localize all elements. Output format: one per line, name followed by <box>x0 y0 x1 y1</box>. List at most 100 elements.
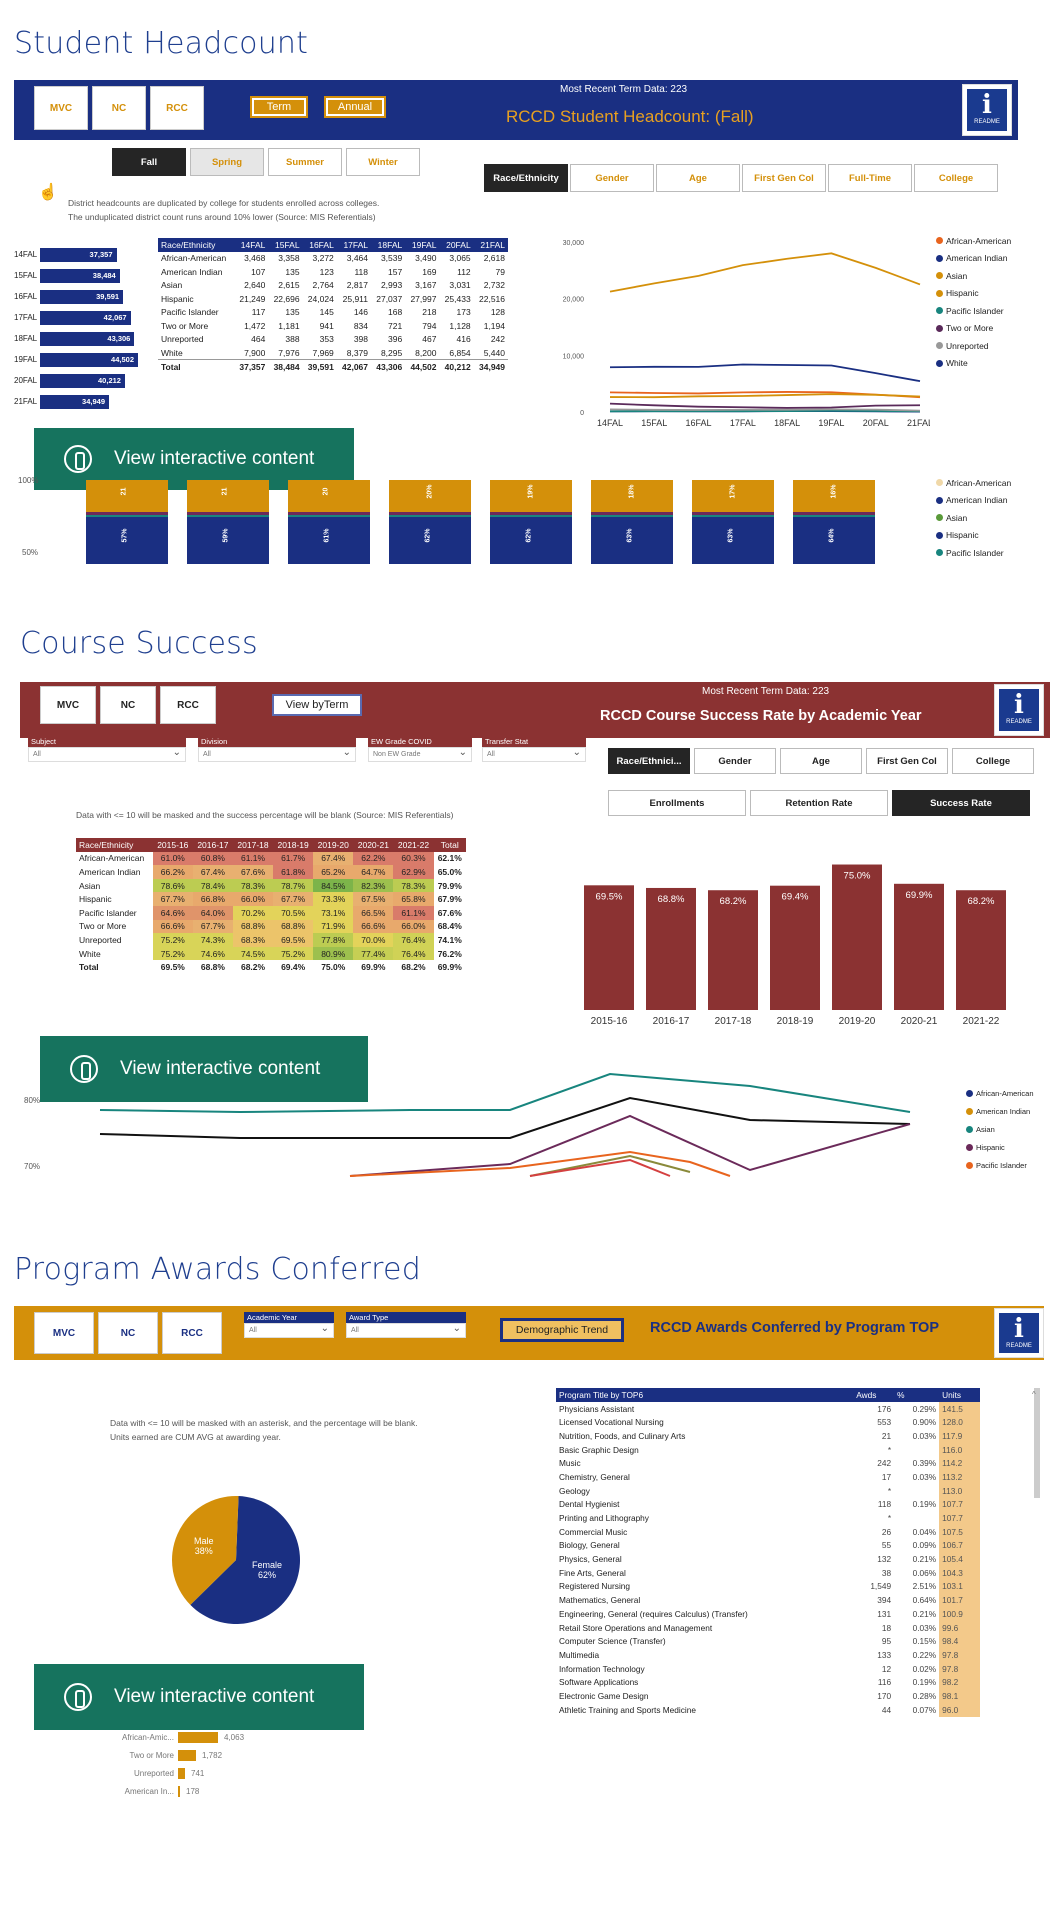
bar-2015-16 <box>584 885 634 1010</box>
campus-button-nc[interactable]: NC <box>92 86 146 130</box>
table-cell: 68.8% <box>273 919 314 934</box>
stack-label-top: 16% <box>830 484 838 499</box>
table-cell: Software Applications <box>559 1677 639 1688</box>
course-trend-line-chart <box>99 1072 911 1177</box>
table-cell: 107.7 <box>939 1511 980 1525</box>
stack-label-bottom: 61% <box>323 528 331 543</box>
table-cell: Unreported <box>79 934 122 945</box>
filter-academic-year[interactable]: Academic Year All <box>244 1312 334 1338</box>
campus-button-rcc-2[interactable]: RCC <box>160 686 216 724</box>
table-row: Nutrition, Foods, and Culinary Arts 21 0.0… <box>556 1429 980 1443</box>
term-button[interactable]: Term <box>250 96 308 118</box>
course-dim-tab-gender[interactable]: Gender <box>694 748 776 774</box>
campus-button-mvc[interactable]: MVC <box>34 86 88 130</box>
table-header: 2021-22 <box>393 838 434 852</box>
table-cell: 34,949 <box>479 361 505 372</box>
table-cell: 0.09% <box>912 1540 937 1551</box>
table-cell: 2,817 <box>346 280 369 291</box>
table-header[interactable]: % <box>894 1388 940 1402</box>
course-dim-tab-first-gen[interactable]: First Gen Col <box>866 748 948 774</box>
filter-transfer-stat[interactable]: Transfer Stat All <box>482 736 586 762</box>
metric-tab-enrollments[interactable]: Enrollments <box>608 790 746 816</box>
small-bar <box>178 1731 218 1743</box>
bar-2018-19 <box>770 885 820 1010</box>
campus-button-nc-2[interactable]: NC <box>100 686 156 724</box>
table-header[interactable]: Awds <box>853 1388 895 1402</box>
table-cell <box>894 1511 939 1525</box>
stack-label-bottom: 64% <box>828 528 836 543</box>
filter-subject[interactable]: Subject All <box>28 736 186 762</box>
course-dim-tab-age[interactable]: Age <box>780 748 862 774</box>
table-row: Electronic Game Design 170 0.28% 98.1 <box>556 1689 980 1703</box>
dim-tab-college[interactable]: College <box>914 164 998 192</box>
touch-icon <box>64 445 92 473</box>
term-tab-winter[interactable]: Winter <box>346 148 420 176</box>
table-cell: 78.4% <box>192 878 233 893</box>
term-tab-fall[interactable]: Fall <box>112 148 186 176</box>
table-cell: 66.0% <box>232 892 274 906</box>
pie-slice-male <box>172 1496 239 1605</box>
metric-tab-success[interactable]: Success Rate <box>892 790 1030 816</box>
touch-icon <box>70 1055 98 1083</box>
headcount-section-title: Student Headcount <box>14 26 309 61</box>
course-dim-tab-race[interactable]: Race/Ethnici... <box>608 748 690 774</box>
awards-readme-button[interactable]: i README <box>994 1308 1044 1358</box>
legend-dot <box>966 1125 973 1133</box>
stacked-bar: 18% 63% <box>591 480 673 564</box>
filter-division[interactable]: Division All <box>198 736 356 762</box>
view-interactive-button-2[interactable]: View interactive content <box>40 1036 368 1102</box>
bar-value-label: 68.2% <box>968 896 995 907</box>
legend-item: Two or More <box>936 320 1011 338</box>
table-cell: African-American <box>161 253 227 264</box>
legend-label: Asian <box>946 270 968 281</box>
course-readme-button[interactable]: i README <box>994 684 1044 736</box>
table-cell: 27,997 <box>410 293 437 304</box>
campus-button-rcc-3[interactable]: RCC <box>162 1312 222 1354</box>
stack-segment-teal <box>288 515 370 517</box>
campus-button-rcc[interactable]: RCC <box>150 86 204 130</box>
table-cell: 38,484 <box>273 361 300 372</box>
table-cell: 78.6% <box>152 878 193 893</box>
dim-tab-age[interactable]: Age <box>656 164 740 192</box>
campus-button-mvc-2[interactable]: MVC <box>40 686 96 724</box>
table-cell: 0.28% <box>912 1690 937 1701</box>
metric-tab-retention[interactable]: Retention Rate <box>750 790 888 816</box>
campus-button-nc-3[interactable]: NC <box>98 1312 158 1354</box>
headcount-readme-button[interactable]: i README <box>962 84 1012 136</box>
view-interactive-button-3[interactable]: View interactive content <box>34 1664 364 1730</box>
table-header[interactable]: Program Title by TOP6 <box>556 1388 854 1402</box>
table-cell: 117 <box>251 307 266 318</box>
table-row: Basic Graphic Design * 116.0 <box>556 1442 980 1457</box>
awards-table-scrollbar[interactable] <box>1034 1388 1040 1498</box>
view-by-term-button[interactable]: View byTerm <box>272 694 362 716</box>
stacked-bar-chart: 21 57% 21 59% 20 61% 20% 62% 19% 62% 18% 63% 17% 63% 1… <box>86 480 906 564</box>
y-tick-label: 10,000 <box>563 353 585 360</box>
legend-item: Pacific Islander <box>966 1156 1034 1174</box>
dim-tab-full-time[interactable]: Full-Time <box>828 164 912 192</box>
campus-button-mvc-3[interactable]: MVC <box>34 1312 94 1354</box>
table-cell: 68.8% <box>232 919 274 934</box>
dim-tab-race[interactable]: Race/Ethnicity <box>484 164 568 192</box>
x-tick-label: 2020-21 <box>901 1016 938 1027</box>
table-cell: 173 <box>456 307 471 318</box>
table-cell: 0.03% <box>912 1622 937 1633</box>
scroll-up-icon[interactable]: ^ <box>1032 1390 1036 1399</box>
term-tab-spring[interactable]: Spring <box>190 148 264 176</box>
annual-button[interactable]: Annual <box>324 96 386 118</box>
dim-tab-first-gen[interactable]: First Gen Col <box>742 164 826 192</box>
stacked-chart-legend: African-American American Indian Asian Hisp… <box>936 474 1011 562</box>
table-cell: 218 <box>422 307 437 318</box>
table-header[interactable]: Units <box>939 1388 980 1402</box>
legend-label: American Indian <box>946 495 1008 506</box>
dim-tab-gender[interactable]: Gender <box>570 164 654 192</box>
stack-segment-teal <box>692 515 774 517</box>
view-interactive-button-1[interactable]: View interactive content <box>34 428 354 490</box>
term-tab-summer[interactable]: Summer <box>268 148 342 176</box>
filter-award-type[interactable]: Award Type All <box>346 1312 466 1338</box>
table-header: Race/Ethnicity <box>158 238 235 252</box>
course-dim-tab-college[interactable]: College <box>952 748 1034 774</box>
filter-ew-grade[interactable]: EW Grade COVID Non EW Grade <box>368 736 472 762</box>
table-cell: Printing and Lithography <box>559 1513 649 1524</box>
demographic-trend-button[interactable]: Demographic Trend <box>500 1318 624 1342</box>
total-bar-row: 19FAL 44,502 <box>14 349 154 370</box>
